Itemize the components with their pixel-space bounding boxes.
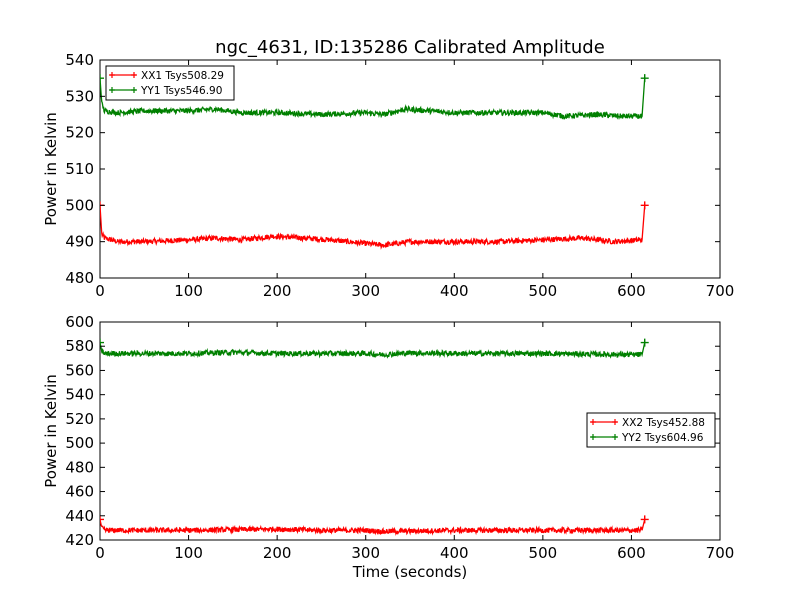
legend-label: YY1 Tsys546.90: [140, 85, 222, 97]
y-tick-label: 440: [65, 507, 94, 525]
y-tick-label: 500: [65, 434, 94, 452]
x-tick-label: 0: [95, 544, 105, 562]
y-tick-label: 480: [65, 269, 94, 287]
y-tick-label: 560: [65, 361, 94, 379]
legend-label: XX2 Tsys452.88: [622, 417, 705, 429]
y-tick-label: 490: [65, 233, 94, 251]
x-tick-label: 200: [263, 282, 292, 300]
legend-label: YY2 Tsys604.96: [621, 432, 704, 444]
y-tick-label: 420: [65, 531, 94, 549]
series-marker: [640, 201, 649, 210]
legend-box: [586, 412, 716, 448]
series-yy-line: [100, 338, 649, 359]
series-trace: [100, 342, 646, 359]
legend-marker: [612, 419, 618, 425]
y-axis-label: Power in Kelvin: [42, 374, 60, 488]
y-tick-label: 540: [65, 386, 94, 404]
top-panel: 0 100 200 300 400 500 600 700 480 490 500 510 520 530…: [42, 51, 734, 300]
x-tick-label: 600: [617, 544, 646, 562]
y-tick-label: 480: [65, 458, 94, 476]
y-tick-label: 540: [65, 51, 94, 69]
y-tick-label: 600: [65, 313, 94, 331]
x-tick-label: 400: [440, 282, 469, 300]
series-trace: [100, 519, 646, 537]
x-tick-label: 300: [351, 282, 380, 300]
x-tick-label: 500: [529, 544, 558, 562]
x-tick-label: 500: [529, 282, 558, 300]
x-tick-label: 600: [617, 282, 646, 300]
legend-marker: [131, 72, 137, 78]
legend-marker: [590, 434, 596, 440]
x-tick-label: 200: [263, 544, 292, 562]
x-tick-label: 700: [706, 544, 735, 562]
y-axis-label: Power in Kelvin: [42, 112, 60, 226]
y-tick-label: 460: [65, 483, 94, 501]
y-tick-label: 510: [65, 160, 94, 178]
series-marker: [640, 338, 649, 347]
legend: XX1 Tsys508.29 YY1 Tsys546.90: [105, 65, 235, 101]
x-tick-label: 100: [174, 544, 203, 562]
legend-marker: [109, 87, 115, 93]
series-trace: [100, 78, 646, 121]
legend: XX2 Tsys452.88 YY2 Tsys604.96: [586, 412, 716, 448]
legend-label: XX1 Tsys508.29: [141, 70, 224, 82]
series-marker: [100, 74, 104, 83]
series-marker: [640, 74, 649, 83]
x-tick-label: 300: [351, 544, 380, 562]
x-tick-label: 400: [440, 544, 469, 562]
series-trace: [100, 205, 646, 250]
legend-marker: [612, 434, 618, 440]
bottom-panel: 0 100 200 300 400 500 600 700 420 440 460 480 500 520…: [42, 313, 734, 581]
series-xx-line: [100, 515, 649, 537]
chart-title: ngc_4631, ID:135286 Calibrated Amplitude: [215, 37, 605, 58]
legend-marker: [131, 87, 137, 93]
series-yy-line: [100, 74, 649, 121]
x-tick-label: 0: [95, 282, 105, 300]
x-axis-label: Time (seconds): [352, 563, 468, 581]
x-tick-label: 700: [706, 282, 735, 300]
series-marker: [640, 515, 649, 524]
y-tick-label: 520: [65, 124, 94, 142]
legend-box: [105, 65, 235, 101]
legend-marker: [109, 72, 115, 78]
y-tick-label: 530: [65, 87, 94, 105]
x-tick-label: 100: [174, 282, 203, 300]
y-tick-label: 580: [65, 337, 94, 355]
legend-marker: [590, 419, 596, 425]
y-tick-label: 520: [65, 410, 94, 428]
series-marker: [100, 338, 104, 347]
y-tick-label: 500: [65, 196, 94, 214]
series-marker: [100, 515, 104, 524]
